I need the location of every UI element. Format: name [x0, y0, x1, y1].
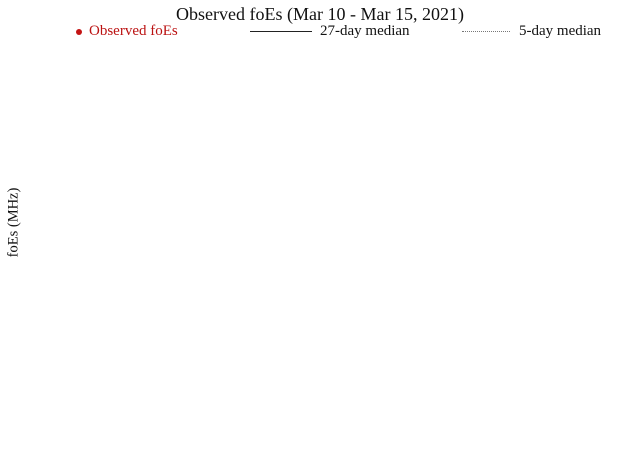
dotted-line-icon — [462, 31, 510, 33]
legend-median5-item: 5-day median — [462, 23, 601, 39]
legend-median27-label: 27-day median — [320, 23, 410, 39]
solid-line-icon — [250, 31, 312, 33]
page-title: Observed foEs (Mar 10 - Mar 15, 2021) — [176, 4, 464, 24]
legend-observed-label: Observed foEs — [89, 23, 178, 39]
observed-dot-icon — [76, 28, 82, 35]
legend-median5-label: 5-day median — [519, 23, 602, 39]
legend-observed-item: Observed foEs — [76, 23, 178, 39]
legend-median27-item: 27-day median — [250, 23, 410, 39]
